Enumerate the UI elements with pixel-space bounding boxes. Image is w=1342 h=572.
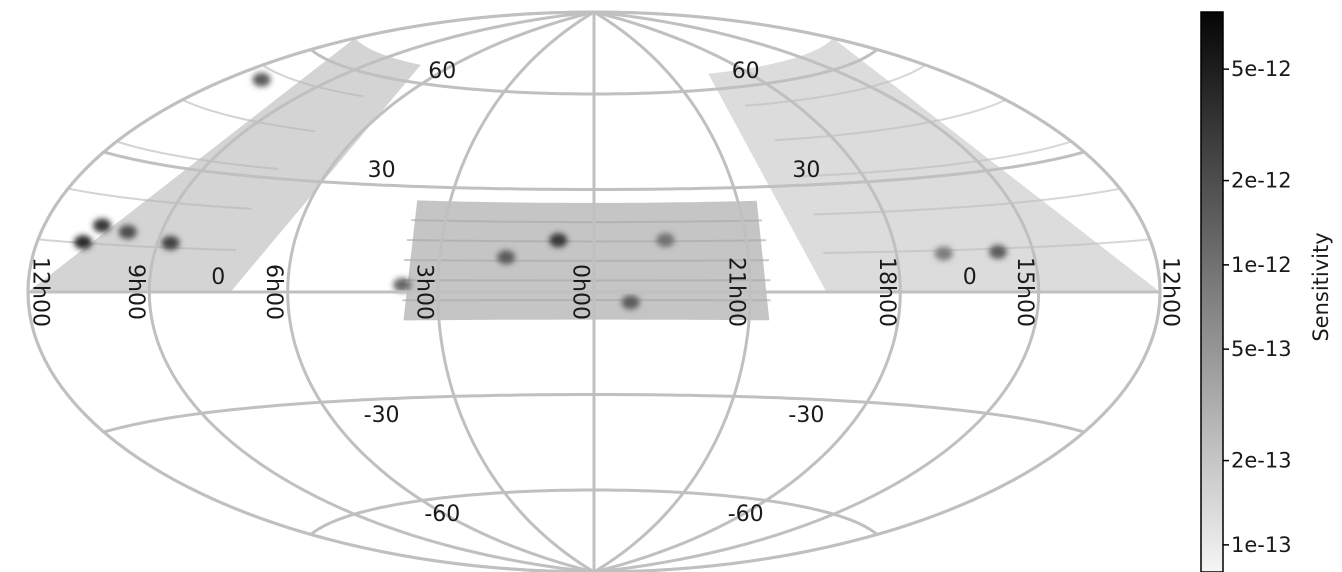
deep-spot <box>656 233 675 248</box>
dec-tick-label: 30 <box>792 158 820 183</box>
deep-spot <box>934 246 953 261</box>
scan-stripe <box>116 140 279 170</box>
colorbar-gradient <box>1200 11 1224 572</box>
deep-spot <box>118 225 137 239</box>
dec-tick-label: 30 <box>368 158 396 183</box>
grid-labels: 12h00 9h00 6h00 3h00 0h00 21h00 18h00 15h00 12h0… <box>28 59 1183 527</box>
ra-tick-label: 12h00 <box>28 257 53 327</box>
colorbar-tick-label: 1e-13 <box>1231 533 1292 557</box>
parallel-line <box>103 393 1085 434</box>
scan-stripe <box>797 140 1072 178</box>
colorbar-label: Sensitivity <box>1309 232 1333 341</box>
coverage-region-north-east <box>708 38 1160 293</box>
scan-stripe <box>38 238 236 252</box>
colorbar-tick-label: 5e-12 <box>1231 57 1292 81</box>
ra-tick-label: 6h00 <box>261 264 286 320</box>
deep-spot <box>93 218 112 233</box>
scan-stripe <box>67 187 252 210</box>
colorbar: 1e-13 2e-13 5e-13 1e-12 2e-12 5e-12 Sensitivi… <box>1200 11 1333 572</box>
map-outline <box>26 10 1162 572</box>
parallel-line <box>310 48 878 96</box>
ra-tick-label: 18h00 <box>874 257 899 327</box>
ra-tick-label: 0h00 <box>568 264 593 320</box>
scan-stripe <box>181 98 316 133</box>
parallel-line <box>103 150 1085 191</box>
deep-spot <box>161 236 180 250</box>
deep-spot <box>74 235 93 250</box>
dec-tick-label: -30 <box>788 403 824 428</box>
ra-tick-label: 21h00 <box>724 257 749 327</box>
ra-tick-label: 9h00 <box>123 264 148 320</box>
scan-stripe <box>411 219 763 224</box>
dec-tick-label: 0 <box>211 265 225 290</box>
colorbar-tick-label: 5e-13 <box>1231 337 1292 361</box>
dec-tick-label: 0 <box>963 265 977 290</box>
deep-spot <box>549 233 568 248</box>
dec-tick-label: 60 <box>428 59 456 84</box>
scan-stripe <box>403 259 769 262</box>
deep-spot <box>497 250 516 265</box>
deep-spot <box>989 244 1007 259</box>
colorbar-tick-label: 2e-12 <box>1231 169 1292 193</box>
map-area <box>28 38 1160 321</box>
ra-tick-label: 3h00 <box>411 264 436 320</box>
deep-spot <box>252 72 271 87</box>
colorbar-ticks: 1e-13 2e-13 5e-13 1e-12 2e-12 5e-12 <box>1223 57 1292 557</box>
scan-stripe <box>406 239 767 243</box>
dec-tick-label: -60 <box>424 502 460 527</box>
colorbar-tick-label: 1e-12 <box>1231 253 1292 277</box>
ra-tick-label: 12h00 <box>1158 257 1183 327</box>
dec-tick-label: -30 <box>364 403 400 428</box>
parallel-line <box>310 488 878 536</box>
scan-stripe <box>262 64 363 98</box>
dec-tick-label: 60 <box>732 59 760 84</box>
colorbar-tick-label: 2e-13 <box>1231 449 1292 473</box>
coverage-region-north-west <box>28 38 421 293</box>
deep-spots-layer <box>74 72 1007 310</box>
dec-tick-label: -60 <box>728 502 764 527</box>
ra-tick-label: 15h00 <box>1012 257 1037 327</box>
scan-stripe <box>774 98 1007 142</box>
graticule <box>26 10 1162 572</box>
deep-spot <box>621 295 640 310</box>
scan-stripe <box>744 64 926 107</box>
deep-spot <box>393 277 412 292</box>
scan-stripe <box>813 187 1121 216</box>
